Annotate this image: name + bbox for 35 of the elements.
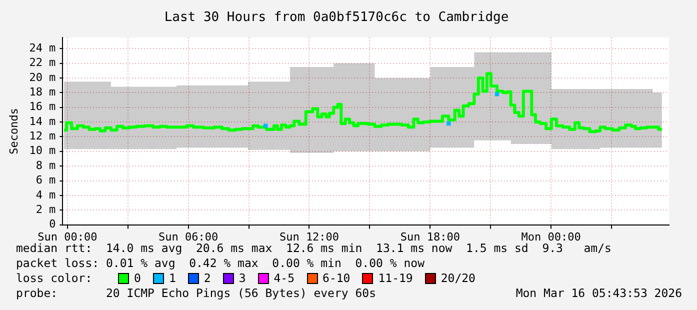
y-tick-label: 16 m xyxy=(29,100,56,114)
y-tick-label: 6 m xyxy=(36,174,56,187)
text: median rtt: 14.0 ms avg 20.6 ms max 12.6 ms min 13.1 ms now 1.5 ms sd 9.3 am/s xyxy=(16,241,612,256)
legend-label: 0 xyxy=(134,271,141,286)
x-tick-label: Sun 18:00 xyxy=(400,230,460,244)
y-tick-label: 8 m xyxy=(36,158,56,172)
text: packet loss: 0.01 % avg 0.42 % max 0.00 % min 0.00 % now xyxy=(16,256,424,271)
legend-label: 4-5 xyxy=(274,271,295,286)
y-tick-label: 18 m xyxy=(29,86,56,99)
y-tick-label: 24 m xyxy=(29,41,56,54)
legend-label: 6-10 xyxy=(322,271,350,286)
legend-title: loss color: xyxy=(16,271,94,286)
y-tick-label: 4 m xyxy=(36,188,56,202)
y-tick-label: 20 m xyxy=(29,70,56,84)
y-tick-label: 12 m xyxy=(29,130,56,143)
legend-label: 2 xyxy=(204,271,211,286)
y-tick-label: 14 m xyxy=(29,114,56,128)
legend-label: 11-19 xyxy=(378,271,413,286)
text: Mon Mar 16 05:43:53 2026 xyxy=(516,286,682,301)
y-tick-label: 2 m xyxy=(36,202,56,216)
y-tick-label: 22 m xyxy=(29,56,56,70)
x-tick-label: Sun 00:00 xyxy=(38,230,98,244)
x-tick-label: Sun 12:00 xyxy=(279,230,340,244)
y-axis-title: Seconds xyxy=(7,108,20,154)
y-tick-label: 10 m xyxy=(29,144,56,158)
y-tick-label: 0 xyxy=(49,218,56,231)
text: probe: 20 ICMP Echo Pings (56 Bytes) every 60s xyxy=(16,286,376,301)
legend-label: 1 xyxy=(168,271,176,286)
chart-title: Last 30 Hours from 0a0bf5170c6c to Cambridge xyxy=(164,10,509,26)
x-tick-label: Sun 06:00 xyxy=(158,230,218,244)
legend-label: 20/20 xyxy=(440,271,476,286)
point xyxy=(263,124,268,128)
point xyxy=(446,121,451,126)
legend-label: 3 xyxy=(238,271,246,286)
x-tick-label: Mon 00:00 xyxy=(521,230,581,244)
